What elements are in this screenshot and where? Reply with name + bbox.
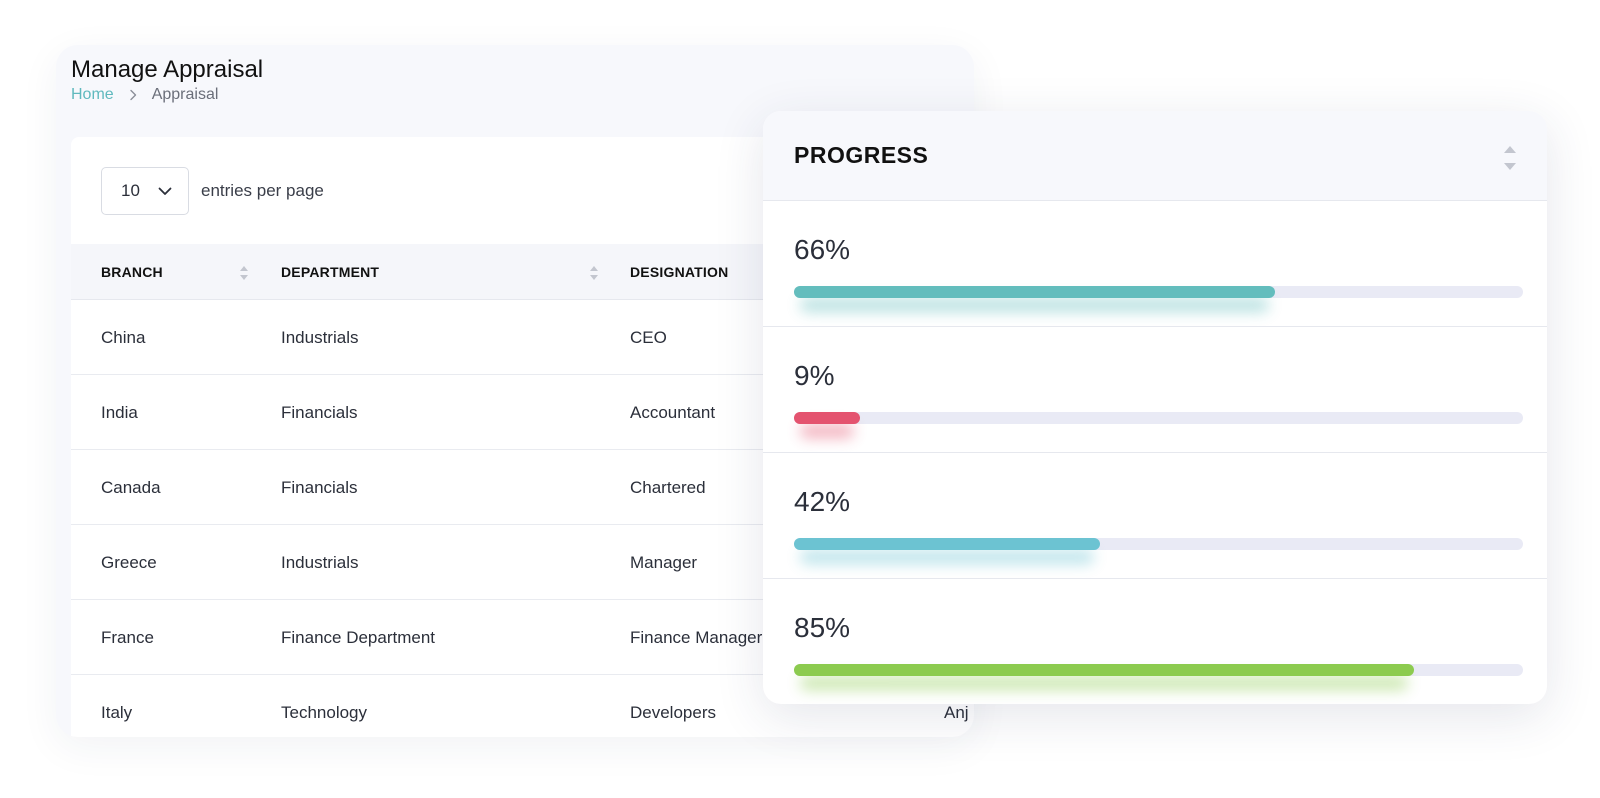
cell-overflow: Anj (944, 702, 969, 722)
cell-designation: Chartered (630, 477, 706, 497)
breadcrumb-home-link[interactable]: Home (71, 86, 114, 103)
progress-track (794, 412, 1523, 438)
cell-department: Financials (281, 477, 358, 497)
progress-bar (794, 664, 1414, 676)
progress-item: 42% (763, 453, 1547, 579)
progress-glow (800, 550, 1095, 564)
column-header-branch[interactable]: BRANCH (101, 264, 163, 280)
cell-branch: Greece (101, 552, 157, 572)
progress-percent: 66% (794, 234, 851, 265)
cell-designation: CEO (630, 327, 667, 347)
progress-bar (794, 538, 1101, 550)
progress-glow (800, 424, 854, 438)
sort-icon[interactable] (239, 263, 249, 283)
table-row[interactable]: China Industrials CEO (71, 300, 974, 375)
progress-track (794, 538, 1523, 564)
entries-per-page-control: 10 entries per page (101, 167, 324, 215)
sort-icon[interactable] (1503, 143, 1517, 173)
progress-track (794, 286, 1523, 312)
chevron-right-icon (128, 89, 138, 101)
cell-designation: Accountant (630, 402, 716, 422)
progress-panel: PROGRESS 66% 9% 42% 85% (763, 111, 1547, 704)
entries-per-page-select[interactable]: 10 (101, 167, 189, 215)
progress-percent: 85% (794, 612, 851, 643)
progress-item: 66% (763, 201, 1547, 327)
cell-branch: Italy (101, 702, 133, 722)
table-row[interactable]: Greece Industrials Manager (71, 525, 974, 600)
cell-designation: Finance Manager (630, 627, 763, 647)
cell-branch: France (101, 627, 154, 647)
column-header-department[interactable]: DEPARTMENT (281, 264, 380, 280)
cell-department: Industrials (281, 552, 359, 572)
progress-title: PROGRESS (794, 142, 929, 168)
progress-header: PROGRESS (763, 111, 1547, 201)
sort-icon[interactable] (589, 263, 599, 283)
cell-department: Financials (281, 402, 358, 422)
progress-item: 85% (763, 579, 1547, 704)
breadcrumb: Home Appraisal (71, 86, 218, 104)
breadcrumb-current: Appraisal (151, 86, 219, 103)
progress-track (794, 664, 1523, 690)
chevron-down-icon (158, 187, 172, 195)
cell-department: Technology (281, 702, 368, 722)
cell-designation: Developers (630, 702, 716, 722)
progress-bar (794, 412, 860, 424)
cell-department: Industrials (281, 327, 359, 347)
progress-percent: 9% (794, 360, 835, 391)
cell-department: Finance Department (281, 627, 436, 647)
table-row[interactable]: France Finance Department Finance Manage… (71, 600, 974, 675)
page-title: Manage Appraisal (71, 56, 264, 83)
cell-branch: China (101, 327, 146, 347)
table-row[interactable]: India Financials Accountant (71, 375, 974, 450)
table-row[interactable]: Italy Technology Developers Anj (71, 675, 974, 737)
table-row[interactable]: Canada Financials Chartered (71, 450, 974, 525)
cell-branch: Canada (101, 477, 161, 497)
cell-designation: Manager (630, 552, 698, 572)
cell-branch: India (101, 402, 138, 422)
column-header-designation[interactable]: DESIGNATION (630, 264, 729, 280)
progress-bar (794, 286, 1276, 298)
progress-glow (800, 676, 1408, 690)
entries-per-page-label: entries per page (201, 181, 324, 200)
table-body: China Industrials CEO India Financials A… (71, 300, 974, 737)
progress-percent: 42% (794, 486, 851, 517)
progress-item: 9% (763, 327, 1547, 453)
entries-per-page-value: 10 (121, 181, 140, 200)
progress-glow (800, 298, 1270, 312)
